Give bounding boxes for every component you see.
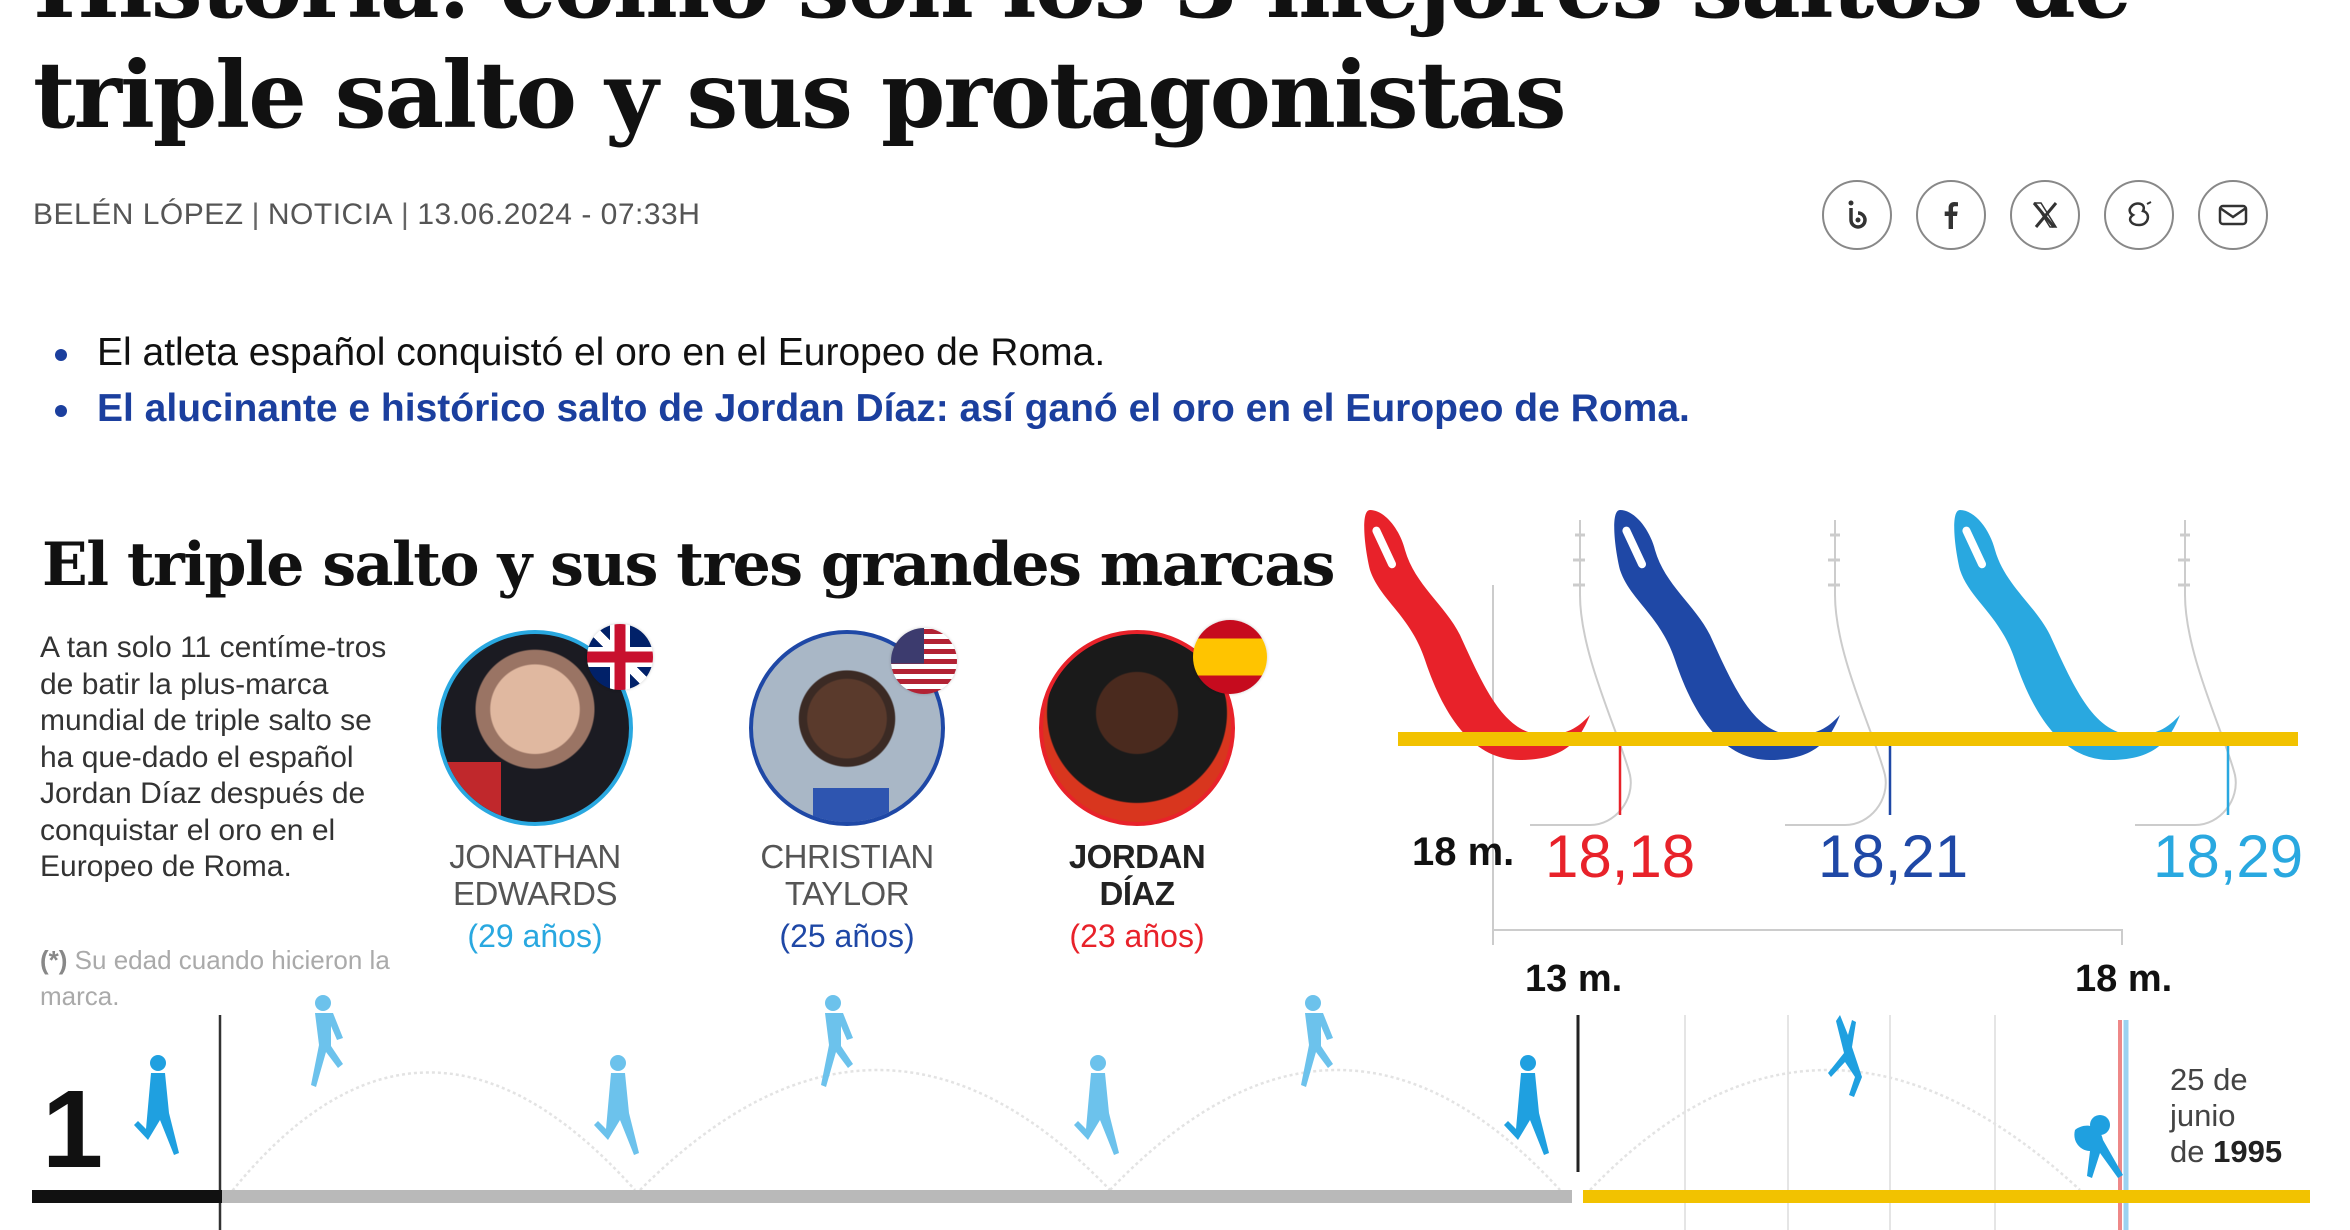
publish-datetime: 13.06.2024 - 07:33H — [417, 198, 701, 231]
record-value-diaz: 18,29 — [2153, 823, 2304, 890]
article-headline: Historia: cómo son los 3 mejores saltos … — [33, 0, 2132, 150]
athlete-name: JONATHAN EDWARDS — [449, 838, 621, 912]
mark-13m-label: 13 m. — [1525, 958, 1623, 1000]
share-x-button[interactable] — [2010, 180, 2080, 250]
infographic-footnote: (*) Su edad cuando hicieron la marca. — [40, 942, 410, 1014]
record-value-taylor: 18,21 — [1818, 823, 1969, 890]
record-date: 25 de junio de 1995 — [2170, 1062, 2282, 1170]
runner-icon — [1504, 1055, 1549, 1155]
headline-line-1: Historia: cómo son los 3 mejores saltos … — [33, 0, 2132, 40]
share-email-button[interactable] — [2198, 180, 2268, 250]
runner-start-icon — [134, 1055, 179, 1155]
summary-bullets: El atleta español conquistó el oro en el… — [55, 325, 1690, 437]
summary-item: El atleta español conquistó el oro en el… — [55, 325, 1690, 381]
athlete-name: JORDAN DÍAZ — [1068, 838, 1206, 912]
share-flipboard-button[interactable] — [2104, 180, 2174, 250]
athlete-name: CHRISTIAN TAYLOR — [760, 838, 934, 912]
related-article-link[interactable]: El alucinante e histórico salto de Jorda… — [55, 381, 1690, 437]
share-meneame-button[interactable] — [1822, 180, 1892, 250]
x-icon — [2032, 202, 2058, 228]
spain-flag-icon — [1193, 620, 1267, 694]
runner-icon — [1301, 995, 1333, 1087]
athlete-age: (23 años) — [1069, 918, 1205, 954]
shoe-red-icon — [1364, 510, 1632, 826]
date-line: 25 de — [2170, 1062, 2248, 1097]
runner-icon — [311, 995, 343, 1087]
date-line: de 1995 — [2170, 1134, 2283, 1169]
athlete-age: (29 años) — [467, 918, 603, 954]
meneame-icon — [1848, 200, 1867, 229]
section-label: NOTICIA — [267, 198, 394, 231]
rank-number: 1 — [42, 1068, 104, 1191]
triple-jump-sequence-graphic — [32, 995, 2310, 1230]
reference-mark-18m: 18 m. — [1412, 830, 1515, 874]
runner-icon — [594, 1055, 639, 1155]
athlete-card-diaz: JORDAN DÍAZ (23 años) — [1007, 620, 1267, 956]
jumper-flight-icon — [1828, 1015, 1862, 1097]
uk-flag-icon — [587, 624, 653, 690]
infographic-title: El triple salto y sus tres grandes marca… — [42, 530, 1335, 600]
record-value-edwards: 18,18 — [1545, 823, 1696, 890]
usa-flag-icon — [891, 628, 957, 694]
separator: | — [251, 198, 260, 231]
email-icon — [2218, 204, 2248, 226]
facebook-icon — [1944, 202, 1958, 229]
share-bar — [1822, 180, 2268, 250]
footprint-records-graphic — [1364, 510, 2298, 945]
runner-icon — [821, 995, 853, 1087]
byline: BELÉN LÓPEZ | NOTICIA | 13.06.2024 - 07:33H — [33, 198, 700, 232]
footnote-marker: (*) — [40, 945, 68, 975]
infographic-intro: A tan solo 11 centíme-tros de batir la p… — [40, 631, 387, 883]
athlete-card-taylor: CHRISTIAN TAYLOR (25 años) — [717, 628, 977, 956]
shoe-light-blue-icon — [1954, 510, 2237, 826]
athlete-photo — [749, 630, 945, 826]
runner-icon — [1074, 1055, 1119, 1155]
separator: | — [401, 198, 410, 231]
mark-18m-label: 18 m. — [2075, 958, 2173, 1000]
athlete-age: (25 años) — [779, 918, 915, 954]
date-line: junio — [2170, 1098, 2236, 1133]
author-name[interactable]: BELÉN LÓPEZ — [33, 198, 244, 231]
headline-line-2: triple salto y sus protagonistas — [33, 41, 1567, 149]
shoe-dark-blue-icon — [1614, 510, 1887, 826]
flipboard-icon — [2128, 201, 2152, 227]
jumper-landing-icon — [2074, 1115, 2123, 1178]
share-facebook-button[interactable] — [1916, 180, 1986, 250]
footnote-text: Su edad cuando hicieron la marca. — [40, 945, 390, 1011]
athlete-card-edwards: JONATHAN EDWARDS (29 años) — [405, 624, 665, 956]
